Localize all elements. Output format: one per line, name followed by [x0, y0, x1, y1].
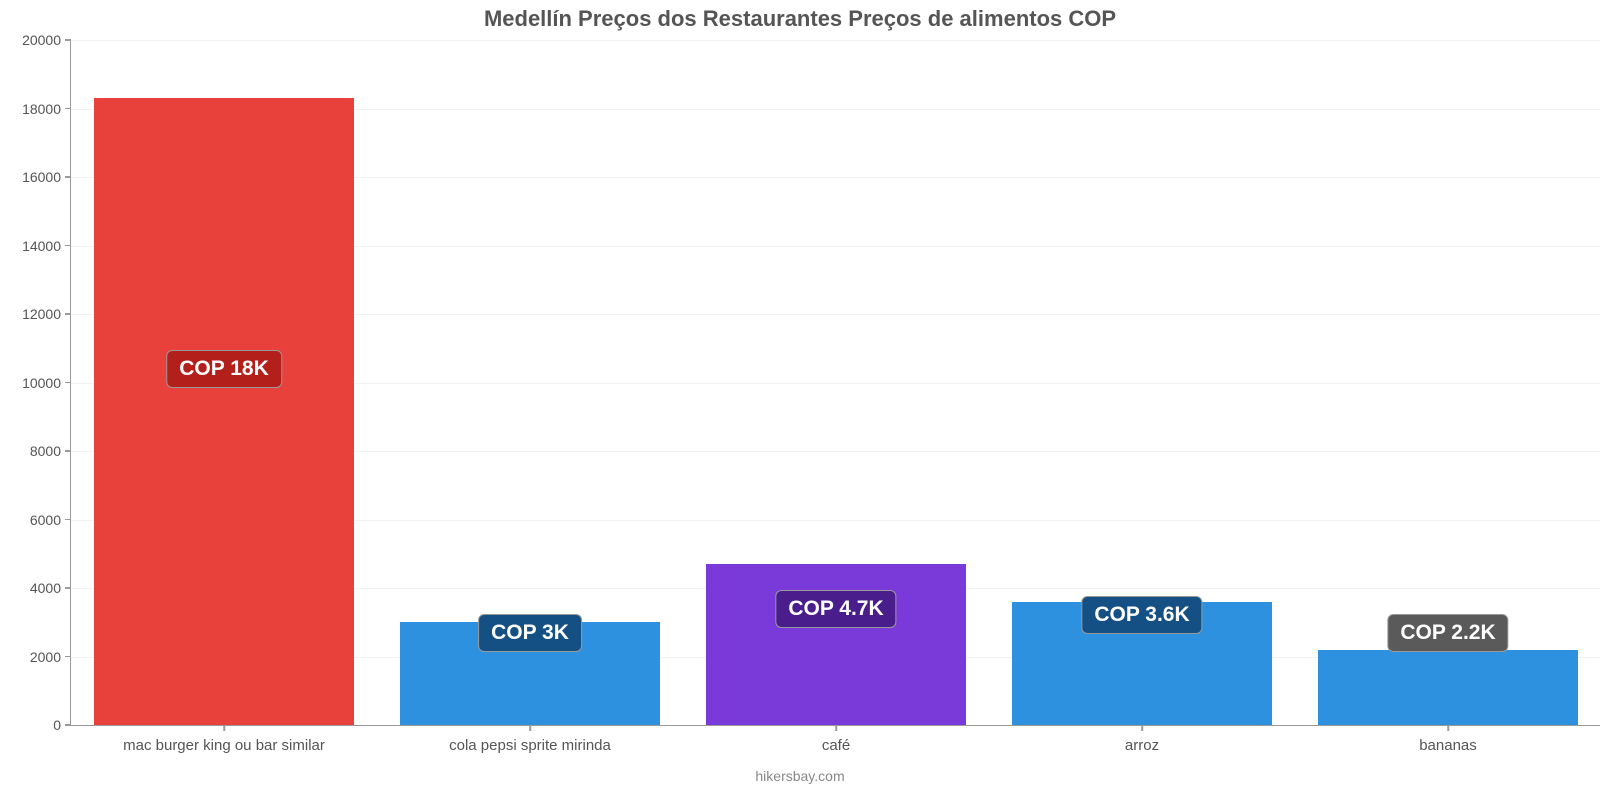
x-tick-mark [529, 725, 531, 731]
y-tick-label: 16000 [22, 169, 71, 185]
value-badge: COP 3.6K [1081, 596, 1202, 634]
y-tick-label: 6000 [30, 512, 71, 528]
x-tick-mark [1141, 725, 1143, 731]
x-tick-mark [835, 725, 837, 731]
x-category-label: cola pepsi sprite mirinda [449, 737, 611, 754]
chart-container: Medellín Preços dos Restaurantes Preços … [0, 0, 1600, 800]
y-tick-label: 8000 [30, 443, 71, 459]
bar [706, 564, 966, 725]
value-badge: COP 4.7K [775, 590, 896, 628]
grid-line [71, 40, 1600, 41]
bar [94, 98, 354, 725]
value-badge: COP 3K [478, 614, 582, 652]
source-label: hikersbay.com [0, 768, 1600, 784]
y-tick-label: 18000 [22, 101, 71, 117]
x-category-label: café [822, 737, 850, 754]
y-tick-label: 14000 [22, 238, 71, 254]
y-tick-label: 4000 [30, 580, 71, 596]
value-badge: COP 2.2K [1387, 614, 1508, 652]
value-badge: COP 18K [166, 350, 282, 388]
x-tick-mark [223, 725, 225, 731]
x-category-label: mac burger king ou bar similar [123, 737, 325, 754]
y-tick-label: 12000 [22, 306, 71, 322]
y-tick-label: 2000 [30, 649, 71, 665]
y-tick-label: 20000 [22, 32, 71, 48]
bar [1318, 650, 1578, 725]
chart-title: Medellín Preços dos Restaurantes Preços … [0, 6, 1600, 32]
y-tick-label: 0 [53, 717, 71, 733]
plot-area: 0200040006000800010000120001400016000180… [70, 40, 1600, 726]
x-tick-mark [1447, 725, 1449, 731]
x-category-label: arroz [1125, 737, 1159, 754]
x-category-label: bananas [1419, 737, 1477, 754]
y-tick-label: 10000 [22, 375, 71, 391]
